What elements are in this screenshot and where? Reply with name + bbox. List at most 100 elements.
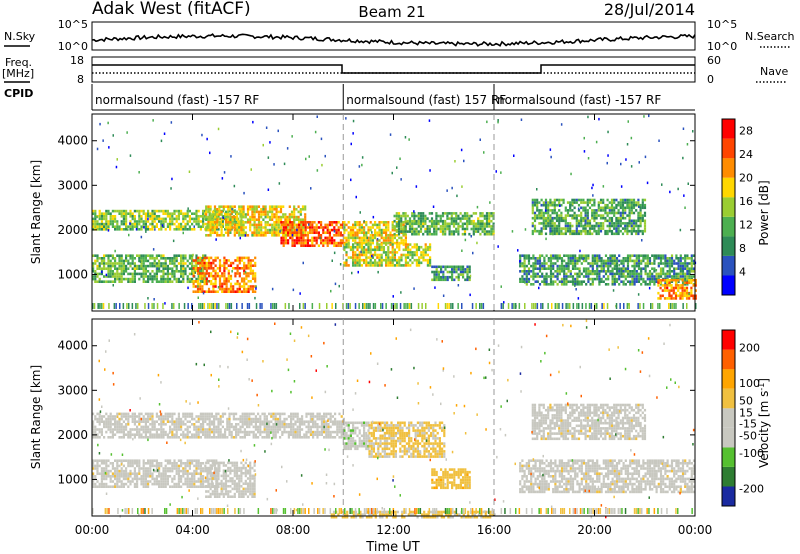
heatmap-cell: [533, 211, 537, 215]
heatmap-cell: [437, 265, 440, 269]
heatmap-cell: [440, 268, 443, 271]
power-colorbar-label: Power [dB]: [757, 180, 771, 245]
heatmap-speckle: [460, 148, 463, 152]
heatmap-ground-cell: [565, 303, 567, 309]
heatmap-cell: [111, 264, 114, 268]
heatmap-cell: [437, 219, 440, 223]
heatmap-cell: [180, 280, 183, 283]
heatmap-cell: [162, 272, 165, 276]
heatmap-cell: [196, 282, 200, 286]
heatmap-cell: [127, 420, 130, 423]
heatmap-cell: [393, 236, 396, 240]
heatmap-cell: [685, 281, 689, 285]
heatmap-cell: [587, 275, 590, 278]
heatmap-cell: [173, 423, 176, 426]
heatmap-cell: [530, 275, 533, 278]
heatmap-cell: [587, 254, 590, 257]
heatmap-cell: [118, 209, 121, 213]
heatmap-cell: [138, 272, 141, 276]
heatmap-cell: [397, 227, 401, 231]
heatmap-cell: [162, 436, 165, 439]
heatmap-cell: [400, 214, 403, 218]
heatmap-cell: [358, 231, 361, 234]
heatmap-cell: [171, 420, 174, 423]
heatmap-cell: [246, 415, 249, 418]
heatmap-cell: [552, 283, 555, 286]
heatmap-cell: [418, 261, 421, 265]
heatmap-cell: [242, 226, 245, 229]
heatmap-cell: [224, 215, 227, 218]
heatmap-cell: [633, 270, 636, 273]
heatmap-cell: [188, 267, 191, 270]
freq-unit-label: [MHz]: [2, 67, 34, 80]
heatmap-cell: [604, 283, 608, 286]
heatmap-speckle: [408, 138, 410, 141]
heatmap-cell: [571, 277, 575, 281]
heatmap-cell: [188, 220, 191, 223]
heatmap-cell: [246, 208, 250, 211]
heatmap-cell: [289, 228, 292, 232]
heatmap-cell: [98, 415, 101, 418]
heatmap-cell: [195, 264, 198, 268]
heatmap-cell: [662, 272, 665, 276]
heatmap-cell: [472, 219, 475, 223]
heatmap-cell: [653, 270, 656, 273]
heatmap-cell: [234, 282, 237, 286]
heatmap-cell: [191, 254, 194, 257]
heatmap-cell: [549, 264, 553, 268]
heatmap-cell: [452, 212, 456, 215]
heatmap-cell: [223, 274, 226, 278]
heatmap-cell: [657, 284, 660, 287]
heatmap-cell: [371, 226, 374, 229]
heatmap-cell: [175, 270, 178, 273]
heatmap-cell: [218, 223, 221, 227]
heatmap-cell: [659, 294, 662, 298]
heatmap-cell: [558, 201, 561, 204]
heatmap-cell: [259, 428, 262, 431]
heatmap-cell: [147, 412, 150, 416]
heatmap-cell: [586, 219, 589, 223]
heatmap-cell: [549, 257, 553, 260]
heatmap-cell: [92, 222, 95, 226]
heatmap-cell: [679, 291, 682, 295]
heatmap-cell: [234, 259, 237, 262]
heatmap-cell: [609, 257, 612, 260]
heatmap-cell: [533, 201, 537, 204]
heatmap-cell: [257, 417, 260, 421]
heatmap-cell: [218, 208, 221, 211]
heatmap-cell: [103, 262, 106, 265]
heatmap-cell: [343, 231, 346, 234]
heatmap-cell: [118, 267, 121, 270]
heatmap-cell: [118, 225, 121, 228]
heatmap-cell: [232, 285, 235, 288]
heatmap-cell: [429, 245, 432, 249]
heatmap-cell: [354, 239, 357, 242]
heatmap-cell: [136, 267, 139, 270]
heatmap-cell: [180, 423, 183, 426]
heatmap-cell: [240, 215, 243, 219]
heatmap-cell: [374, 221, 377, 224]
heatmap-cell: [272, 433, 275, 436]
heatmap-cell: [138, 220, 141, 223]
heatmap-cell: [254, 280, 257, 283]
heatmap-cell: [566, 227, 570, 230]
heatmap-cell: [540, 214, 543, 217]
heatmap-cell: [345, 253, 348, 257]
heatmap-cell: [164, 209, 167, 213]
heatmap-cell: [347, 236, 350, 240]
heatmap-cell: [521, 270, 524, 273]
heatmap-cell: [441, 222, 445, 226]
heatmap-cell: [212, 282, 215, 286]
heatmap-cell: [626, 254, 630, 257]
heatmap-speckle: [358, 165, 361, 168]
heatmap-cell: [282, 205, 285, 208]
heatmap-cell: [184, 415, 187, 418]
heatmap-cell: [538, 259, 542, 263]
heatmap-cell: [600, 259, 603, 263]
heatmap-cell: [286, 215, 289, 219]
heatmap-cell: [227, 274, 230, 278]
heatmap-cell: [553, 209, 556, 212]
heatmap-cell: [331, 221, 334, 224]
heatmap-speckle: [472, 251, 474, 255]
heatmap-cell: [681, 272, 685, 276]
